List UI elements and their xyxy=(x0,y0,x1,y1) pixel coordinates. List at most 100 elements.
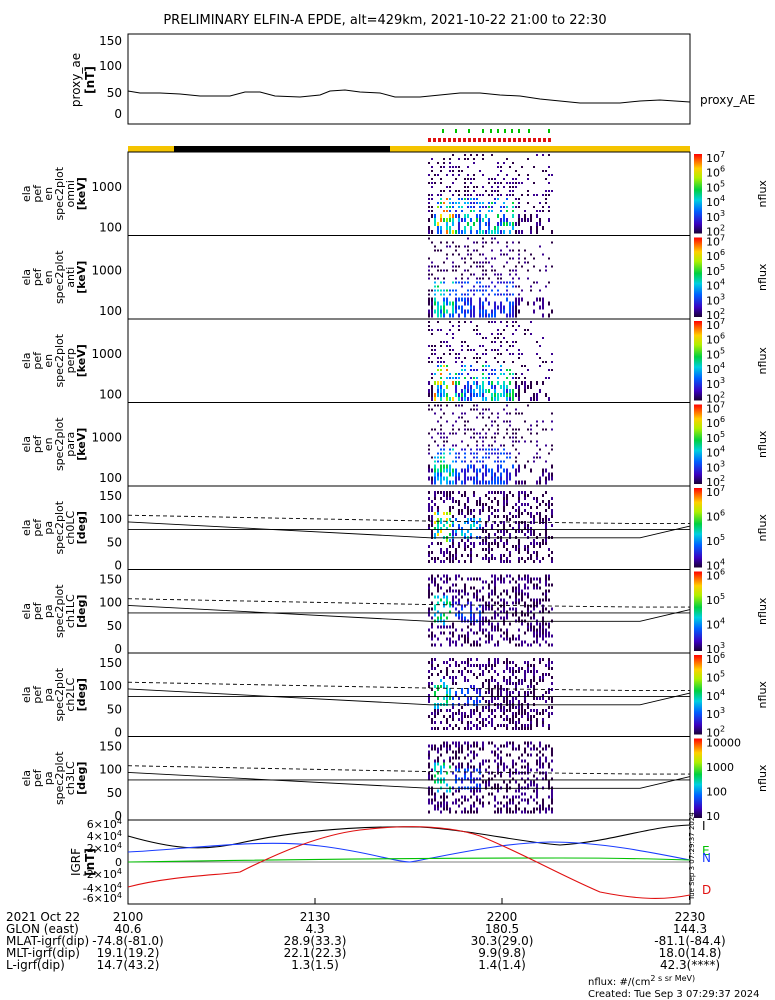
pitch-cell xyxy=(491,598,493,602)
pitch-cell xyxy=(500,554,502,557)
pitch-cell xyxy=(527,777,529,781)
pitch-cell xyxy=(524,577,526,581)
spectrogram-cell xyxy=(521,230,523,234)
spectrogram-cell xyxy=(500,273,502,276)
spectrogram-cell xyxy=(491,194,493,196)
spectrogram-cell xyxy=(461,480,463,485)
spectrogram-cell xyxy=(440,456,442,459)
pitch-cell xyxy=(500,580,502,584)
spectrogram-cell xyxy=(443,341,445,343)
spectrogram-cell xyxy=(545,269,547,272)
spectrogram-cell xyxy=(494,349,496,351)
proxy-ae-unit: [nT] xyxy=(83,66,97,94)
panel-frame xyxy=(127,569,691,654)
colorbar-tick: 104 xyxy=(706,278,725,293)
spectrogram-cell xyxy=(458,226,460,230)
pitch-cell xyxy=(479,542,481,545)
spectrogram-cell xyxy=(458,202,460,204)
spectrogram-cell xyxy=(500,230,502,234)
pitch-cell xyxy=(509,574,511,578)
pitch-cell xyxy=(461,765,463,769)
colorbar-tick: 104 xyxy=(706,445,725,460)
pitch-cell xyxy=(533,601,535,605)
pitch-cell xyxy=(500,491,502,494)
pitch-cell xyxy=(440,804,442,808)
spectrogram-cell xyxy=(482,389,484,393)
spectrogram-cell xyxy=(506,349,508,351)
spectrogram-cell xyxy=(506,404,508,407)
spectrogram-cell xyxy=(512,393,514,397)
pitch-cell xyxy=(482,527,484,530)
spectrogram-cell xyxy=(464,476,466,481)
spectrogram-cell xyxy=(512,353,514,355)
pitch-cell xyxy=(455,574,457,578)
pitch-cell xyxy=(491,589,493,593)
spectrogram-cell xyxy=(482,337,484,339)
colorbar-tick: 103 xyxy=(706,376,725,391)
pitch-cell xyxy=(437,750,439,754)
spectrogram-cell xyxy=(461,412,463,415)
spectrogram-cell xyxy=(509,273,511,276)
pitch-cell xyxy=(548,598,550,602)
spectrogram-cell xyxy=(470,202,472,204)
pitch-cell xyxy=(476,795,478,799)
spectrogram-cell xyxy=(452,349,454,351)
pitch-cell xyxy=(428,753,430,757)
pitch-cell xyxy=(446,718,448,721)
pitch-cell xyxy=(473,744,475,748)
pitch-cell xyxy=(485,679,487,682)
spectrogram-cell xyxy=(440,313,442,318)
pitch-cell xyxy=(491,607,493,611)
pitch-cell xyxy=(509,554,511,557)
pitch-cell xyxy=(473,777,475,781)
pitch-cell xyxy=(482,780,484,784)
spectrogram-cell xyxy=(464,158,466,160)
pitch-cell xyxy=(506,574,508,578)
panel-ylabel: spec2plot xyxy=(53,333,66,387)
spectrogram-cell xyxy=(446,440,448,443)
x-row-value: 180.5 xyxy=(485,922,519,936)
pitch-cell xyxy=(518,643,520,647)
spectrogram-cell xyxy=(449,448,451,451)
spectrogram-cell xyxy=(497,222,499,226)
spectrogram-cell xyxy=(458,325,460,327)
spectrogram-cell xyxy=(467,190,469,192)
spectrogram-cell xyxy=(548,257,550,260)
pitch-cell xyxy=(452,604,454,608)
pitch-cell xyxy=(506,682,508,685)
spectrogram-cell xyxy=(512,285,514,288)
pitch-cell xyxy=(497,810,499,814)
spectrogram-cell xyxy=(473,186,475,188)
spectrogram-cell xyxy=(440,281,442,284)
pitch-cell xyxy=(527,625,529,629)
spectrogram-cell xyxy=(479,230,481,234)
spectrogram-cell xyxy=(485,448,487,451)
pitch-cell xyxy=(497,697,499,700)
spectrogram-cell xyxy=(440,385,442,389)
spectrogram-cell xyxy=(512,186,514,188)
pitch-cell xyxy=(545,709,547,712)
spectrogram-cell xyxy=(497,241,499,244)
pitch-cell xyxy=(527,586,529,590)
pitch-cell xyxy=(476,589,478,593)
pitch-cell xyxy=(542,804,544,808)
spectrogram-cell xyxy=(461,404,463,407)
spectrogram-cell xyxy=(458,377,460,379)
spectrogram-cell xyxy=(431,408,433,411)
pitch-cell xyxy=(542,762,544,766)
pitch-cell xyxy=(497,706,499,709)
spectrogram-cell xyxy=(482,408,484,411)
pitch-cell xyxy=(461,762,463,766)
spectrogram-cell xyxy=(503,460,505,463)
panel-ylabel: para xyxy=(64,432,77,457)
spectrogram-cell xyxy=(530,285,532,288)
spectrogram-cell xyxy=(482,480,484,485)
pitch-cell xyxy=(470,643,472,647)
pitch-tick: 100 xyxy=(99,512,122,526)
spectrogram-cell xyxy=(431,373,433,375)
pitch-cell xyxy=(503,577,505,581)
spectrogram-cell xyxy=(461,297,463,302)
pitch-cell xyxy=(455,777,457,781)
status-bar xyxy=(128,129,690,152)
pitch-cell xyxy=(479,667,481,670)
